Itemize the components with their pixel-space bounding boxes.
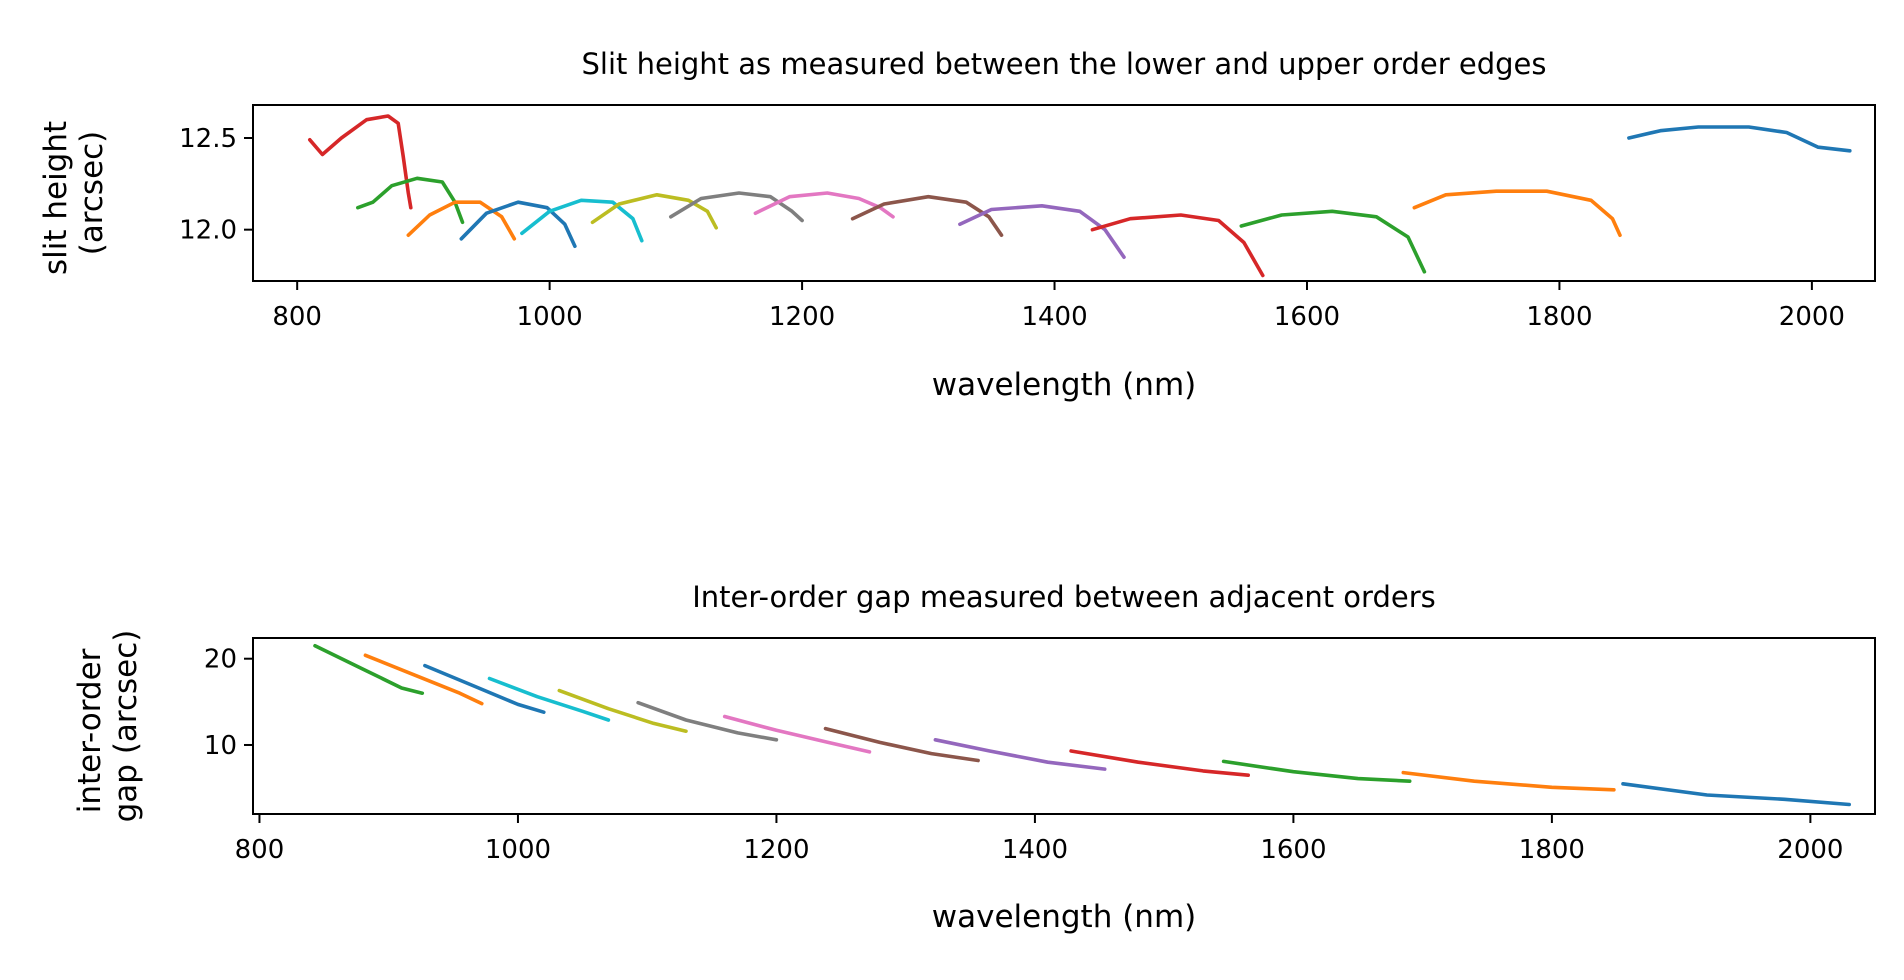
inter-order-gap-x-tick-label: 800 xyxy=(235,835,285,865)
inter-order-gap-axes-frame xyxy=(252,637,1876,815)
inter-order-gap-series-line-12 xyxy=(1401,770,1616,792)
inter-order-gap-y-tick-label: 20 xyxy=(204,645,237,675)
inter-order-gap-series-line-7 xyxy=(722,714,872,754)
inter-order-gap-series-line-5 xyxy=(557,688,688,734)
inter-order-gap-x-tick-label: 2000 xyxy=(1777,835,1843,865)
inter-order-gap-panel: Inter-order gap measured between adjacen… xyxy=(72,580,1876,935)
inter-order-gap-series-line-3 xyxy=(423,663,546,715)
slit-height-series-line-12 xyxy=(1239,209,1427,274)
inter-order-gap-x-axis-label: wavelength (nm) xyxy=(932,899,1196,935)
slit-height-y-tick-label: 12.0 xyxy=(179,216,237,246)
inter-order-gap-title: Inter-order gap measured between adjacen… xyxy=(692,580,1436,614)
inter-order-gap-plot-area xyxy=(313,643,1851,807)
inter-order-gap-y-axis-label-line-2: gap (arcsec) xyxy=(108,630,144,823)
slit-height-x-tick-label: 800 xyxy=(272,302,322,332)
slit-height-series-line-9 xyxy=(850,194,1004,237)
inter-order-gap-series-line-13 xyxy=(1621,781,1851,807)
slit-height-series-line-11 xyxy=(1090,213,1265,278)
slit-height-x-tick-label: 1400 xyxy=(1021,302,1087,332)
inter-order-gap-y-axis-label: inter-order gap (arcsec) xyxy=(72,630,144,823)
slit-height-ticks: 800 1000 1200 1400 1600 1800 2000 12.0 12.5 xyxy=(179,124,1845,332)
inter-order-gap-y-axis-label-line-1: inter-order xyxy=(72,648,108,813)
inter-order-gap-x-tick-label: 1200 xyxy=(743,835,809,865)
inter-order-gap-x-tick-label: 1400 xyxy=(1002,835,1068,865)
slit-height-y-axis-label-line-1: slit height xyxy=(38,121,74,275)
inter-order-gap-series-line-2 xyxy=(363,653,484,706)
slit-height-series-line-10 xyxy=(958,204,1126,260)
slit-height-series-line-3 xyxy=(406,200,517,241)
slit-height-series-line-8 xyxy=(753,191,895,219)
slit-height-series-line-5 xyxy=(520,198,644,243)
slit-height-x-tick-label: 1000 xyxy=(517,302,583,332)
slit-height-series-line-7 xyxy=(668,191,804,223)
inter-order-gap-series-line-10 xyxy=(1069,749,1250,778)
inter-order-gap-x-tick-label: 1800 xyxy=(1519,835,1585,865)
inter-order-gap-y-tick-label: 10 xyxy=(204,731,237,761)
slit-height-panel: Slit height as measured between the lowe… xyxy=(38,47,1876,403)
slit-height-series-line-14 xyxy=(1627,125,1852,153)
slit-height-series-line-13 xyxy=(1412,189,1622,237)
slit-height-x-tick-label: 1800 xyxy=(1526,302,1592,332)
slit-height-series-line-4 xyxy=(459,200,577,248)
slit-height-title: Slit height as measured between the lowe… xyxy=(581,47,1546,81)
inter-order-gap-x-tick-label: 1600 xyxy=(1260,835,1326,865)
inter-order-gap-series-line-6 xyxy=(636,700,779,742)
slit-height-y-axis-label: slit height (arcsec) xyxy=(38,111,110,275)
inter-order-gap-series-line-4 xyxy=(487,676,611,722)
inter-order-gap-series-line-11 xyxy=(1221,759,1412,784)
slit-height-plot-area xyxy=(307,114,1852,278)
slit-height-axes-frame xyxy=(252,104,1876,282)
inter-order-gap-series-line-1 xyxy=(313,643,425,696)
slit-height-x-axis-label: wavelength (nm) xyxy=(932,367,1196,403)
slit-height-series-line-6 xyxy=(590,193,719,230)
slit-height-x-tick-label: 2000 xyxy=(1779,302,1845,332)
slit-height-x-tick-label: 1200 xyxy=(769,302,835,332)
slit-height-y-axis-label-line-2: (arcsec) xyxy=(74,131,110,256)
inter-order-gap-series-line-9 xyxy=(933,737,1107,771)
slit-height-y-tick-label: 12.5 xyxy=(179,124,237,154)
slit-height-x-tick-label: 1600 xyxy=(1274,302,1340,332)
inter-order-gap-series-line-8 xyxy=(823,726,980,763)
inter-order-gap-ticks: 800 1000 1200 1400 1600 1800 2000 10 20 xyxy=(204,645,1844,865)
inter-order-gap-x-tick-label: 1000 xyxy=(485,835,551,865)
